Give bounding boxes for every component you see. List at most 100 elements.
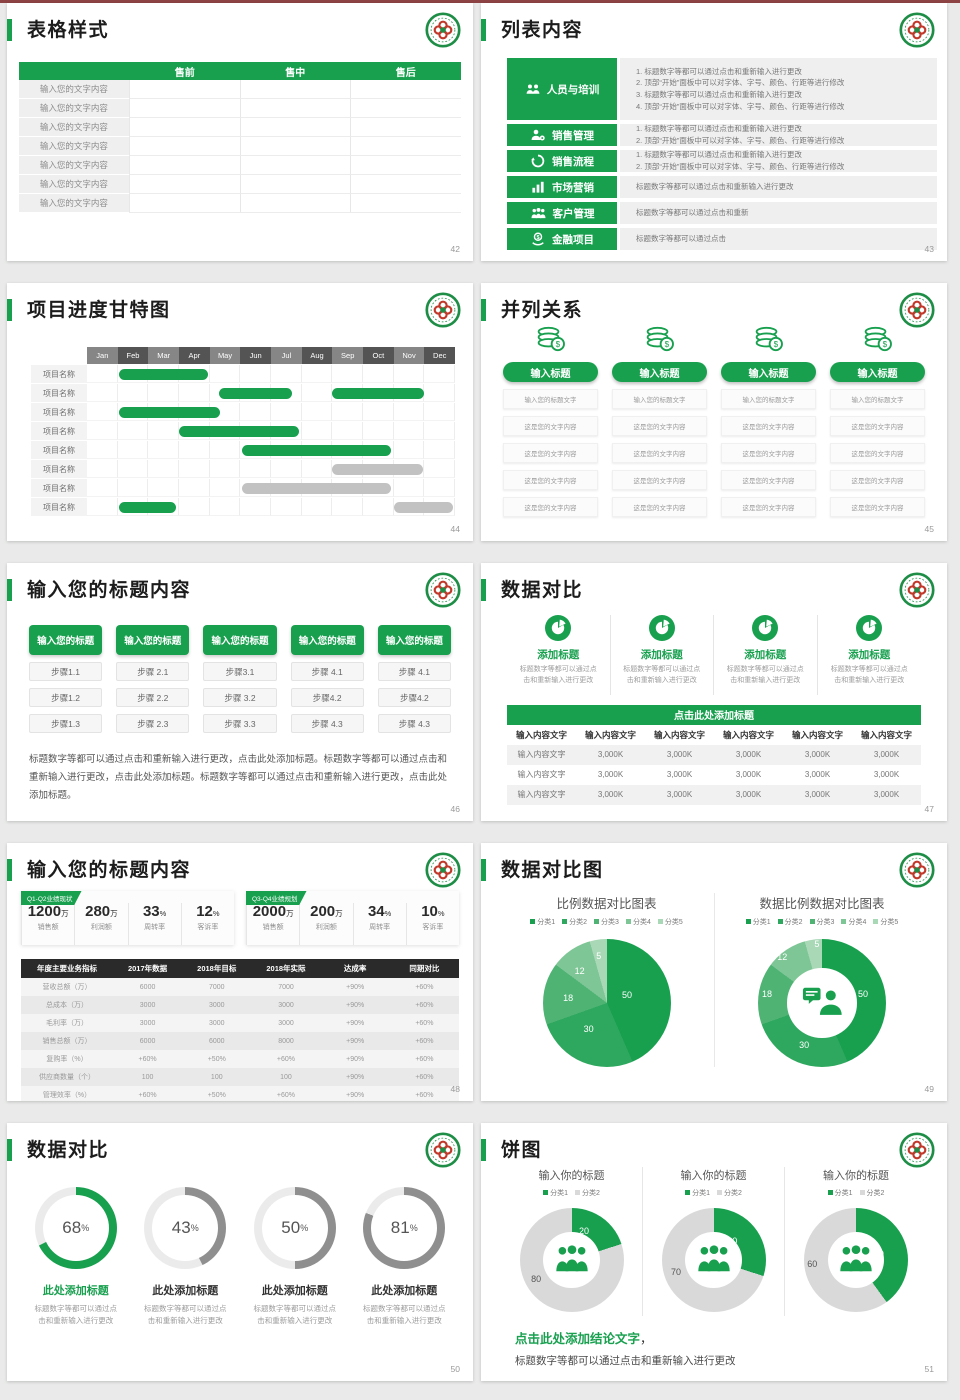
table-cell: 100 (210, 1073, 223, 1081)
gantt-grid-cell (271, 460, 302, 478)
list-item-line: 2. 顶部“开始”面板中可以对字体、字号、颜色、行距等进行修改 (636, 136, 845, 145)
empty-cell (350, 80, 461, 99)
list-content: 人员与培训 1. 标题数字等都可以通过点击和重新输入进行更改 2. 顶部“开始”面板… (507, 58, 937, 254)
gantt-grid-cell (117, 460, 149, 478)
column-text-box: 这是您的文字内容 (721, 497, 816, 517)
gauge-title: 此处添加标题 (42, 1285, 109, 1297)
stat: 10% 客诉率 (405, 903, 459, 945)
mini-donut-panel: 输入你的标题 分类1 分类2 20 80 (501, 1167, 643, 1316)
gantt-month-cell: Oct (363, 347, 394, 364)
chart-legend: 分类1 分类2 (643, 1188, 784, 1198)
coins-icon: $ (645, 326, 675, 357)
empty-cell (239, 194, 351, 213)
pie-icon (545, 615, 572, 641)
page-number: 50 (450, 1364, 460, 1374)
step-box: 步骤 4.3 (290, 714, 364, 733)
list-item-body: 标题数字等都可以通过点击 (620, 228, 937, 250)
legend-label: 分类1 (752, 919, 771, 926)
table-cell: +60% (415, 1001, 434, 1009)
list-item-header: 市场营销 (507, 176, 617, 198)
slide-title: 表格样式 (27, 20, 110, 41)
page-number: 47 (924, 804, 934, 814)
feature-title: 添加标题 (537, 649, 580, 661)
gantt-row-cells (87, 460, 456, 478)
slide-44-gantt[interactable]: 项目进度甘特图 Jan Feb Mar Apr May Jun Jul Aug Sep Oct No… (7, 283, 473, 541)
stat-unit: 万 (335, 909, 343, 918)
table-cell: 6000 (139, 1037, 156, 1045)
table-cell: 供应商数量（个） (38, 1074, 95, 1081)
slide-47-data-compare[interactable]: 数据对比 添加标题 标题数字等都可以通过点击和重新输入进行更改 添加标题 标题数字等都… (481, 563, 947, 821)
empty-cell (350, 175, 461, 194)
slide-50-gauges[interactable]: 数据对比 68% 此处添加标题 标题数字等都可以通过点击和重新输入进行更改 43% 此处… (7, 1123, 473, 1381)
empty-cell (128, 99, 240, 118)
table-cell: 3000 (139, 1001, 156, 1009)
table-row: 毛利率（万） 3000 3000 3000 +90% +60% (21, 1014, 459, 1032)
step-box: 步骤 2.2 (116, 688, 190, 707)
table-header-cell (19, 62, 130, 80)
legend-label: 分类2 (784, 919, 803, 926)
feature-row: 添加标题 标题数字等都可以通过点击和重新输入进行更改 添加标题 标题数字等都可以通过点… (507, 615, 921, 695)
list-item-line: 1. 标题数字等都可以通过点击和重新输入进行更改 (636, 150, 802, 160)
list-item-body: 1. 标题数字等都可以通过点击和重新输入进行更改 2. 顶部“开始”面板中可以对字… (620, 150, 937, 172)
table-cell: 6000 (139, 983, 156, 991)
gantt-grid-cell (87, 403, 118, 421)
gantt-grid-cell (393, 403, 425, 421)
page-number: 42 (450, 244, 460, 254)
legend-swatch (543, 1190, 549, 1195)
pie-value-label: 12 (574, 966, 585, 976)
table-header-row: 年度主要业务指标 2017年数据 2018年目标 2018年实际 达成率 同期对比 (21, 959, 459, 978)
gantt-row: 项目名称 (31, 479, 456, 497)
slide-42-table-style[interactable]: 表格样式 售前 售中 售后 输入您的文字内容 输入您的文字内容 输入您的文字内容 输入您的文… (7, 3, 473, 261)
slide-48-kpi-table[interactable]: 输入您的标题内容 Q1-Q2业绩现状 1200万 销售额 280万 利润额 33% 周转率 1… (7, 843, 473, 1101)
page-number: 45 (924, 524, 934, 534)
gantt-grid-cell (301, 422, 333, 440)
table-cell: +90% (346, 1037, 365, 1045)
gantt-grid-cell (179, 365, 210, 383)
gantt-grid-cell (209, 403, 241, 421)
slide-46-steps[interactable]: 输入您的标题内容 输入您的标题 步骤1.1 步骤1.2 步骤1.3 输入您的标题 步骤 2… (7, 563, 473, 821)
slide-45-parallel[interactable]: 并列关系 $ 输入标题 输入您的标题文字 这是您的文字内容 这是您的文字内容 这是您的文字… (481, 283, 947, 541)
table-cell: +90% (346, 1019, 365, 1027)
slide-51-donuts[interactable]: 饼图 输入你的标题 分类1 分类2 20 80 输入你的标题 分类1 分类2 30 70 输入你的标… (481, 1123, 947, 1381)
legend-swatch (873, 919, 879, 924)
pie-icon (752, 615, 779, 641)
empty-cell (128, 80, 240, 99)
gantt-bar-green (119, 501, 176, 513)
kpi-table-content: Q1-Q2业绩现状 1200万 销售额 280万 利润额 33% 周转率 12% 客诉率 Q3-Q… (21, 891, 459, 1101)
title-accent-bar (7, 19, 12, 41)
feature: 添加标题 标题数字等都可以通过点击和重新输入进行更改 (818, 615, 922, 695)
feature-desc: 标题数字等都可以通过点击和重新输入进行更改 (623, 666, 701, 684)
gantt-grid-cell (209, 460, 241, 478)
empty-cell (128, 156, 240, 175)
table-header-cell: 售前 (174, 67, 195, 79)
gantt-grid-cell (393, 479, 425, 497)
stat-label: 销售额 (37, 924, 59, 931)
gantt-chart: Jan Feb Mar Apr May Jun Jul Aug Sep Oct Nov Dec 项目名称… (31, 347, 456, 516)
gauge-ring: 50% (253, 1187, 336, 1269)
gantt-grid-cell (363, 422, 394, 440)
table-row: 销售总额（万） 6000 6000 8000 +90% +60% (21, 1032, 459, 1050)
gantt-bar-gray (393, 501, 454, 513)
slide-43-list-content[interactable]: 列表内容 人员与培训 1. 标题数字等都可以通过点击和重新输入进行更改 2. 顶部“… (481, 3, 947, 261)
gantt-grid-cell (179, 498, 210, 516)
slide-49-pie-charts[interactable]: 数据对比图 比例数据对比图表 分类1 分类2 分类3 分类4 分类5 50 30 18 12 5 数据… (481, 843, 947, 1101)
list-item-label: 金融项目 (552, 233, 594, 246)
stat-unit: % (384, 909, 392, 918)
table-cell: 7000 (208, 983, 225, 991)
kpi-table: 年度主要业务指标 2017年数据 2018年目标 2018年实际 达成率 同期对比 营收总额… (21, 959, 459, 1101)
gantt-grid-cell (363, 498, 394, 516)
table-cell: 3000 (278, 1019, 294, 1027)
gantt-grid-cell (332, 403, 364, 421)
gauge-ring: 68% (34, 1187, 117, 1269)
parallel-columns: $ 输入标题 输入您的标题文字 这是您的文字内容 这是您的文字内容 这是您的文字内容 这是您… (503, 326, 925, 517)
table-cell: +90% (346, 1073, 365, 1081)
list-item: 销售流程 1. 标题数字等都可以通过点击和重新输入进行更改 2. 顶部“开始”面板中… (507, 150, 937, 172)
gantt-grid-cell (332, 422, 364, 440)
gantt-grid-cell (301, 498, 333, 516)
feature: 添加标题 标题数字等都可以通过点击和重新输入进行更改 (714, 615, 818, 695)
gantt-grid-cell (271, 498, 302, 516)
gantt-grid-cell (148, 460, 180, 478)
gantt-grid-cell (209, 365, 241, 383)
table-cell: 毛利率（万） (45, 1020, 88, 1027)
step-column-header: 输入您的标题 (377, 625, 451, 655)
